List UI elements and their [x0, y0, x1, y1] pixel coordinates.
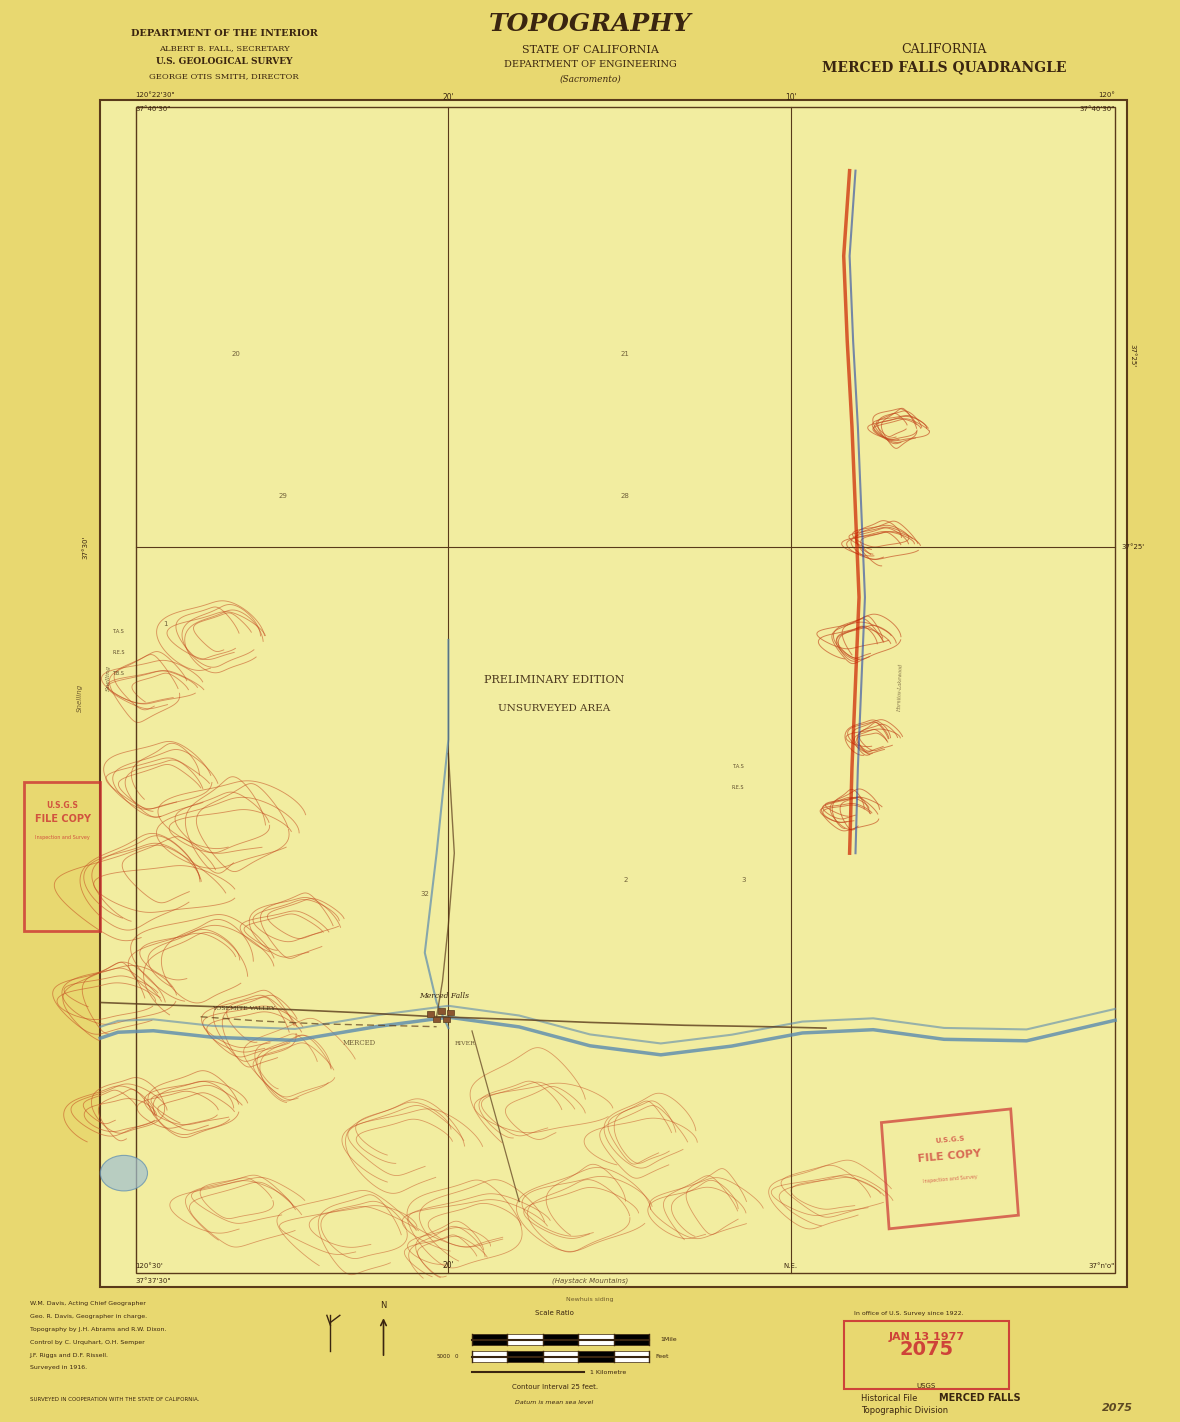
Bar — [543, 1351, 578, 1362]
Text: 5000: 5000 — [437, 1354, 451, 1359]
Text: SURVEYED IN COOPERATION WITH THE STATE OF CALIFORNIA.: SURVEYED IN COOPERATION WITH THE STATE O… — [30, 1396, 199, 1402]
Text: Geo. R. Davis, Geographer in charge.: Geo. R. Davis, Geographer in charge. — [30, 1314, 146, 1320]
Text: Inspection and Survey: Inspection and Survey — [923, 1175, 977, 1185]
Text: UNSURVEYED AREA: UNSURVEYED AREA — [498, 704, 611, 712]
Text: 3: 3 — [741, 876, 746, 883]
Text: Merced Falls: Merced Falls — [419, 993, 468, 1000]
Text: Surveyed in 1916.: Surveyed in 1916. — [30, 1365, 86, 1371]
Text: Control by C. Urquhart, O.H. Semper: Control by C. Urquhart, O.H. Semper — [30, 1340, 144, 1345]
Bar — [100, 100, 1127, 1287]
Text: 37°37'30": 37°37'30" — [136, 1277, 171, 1284]
Text: 28: 28 — [621, 492, 630, 499]
Text: 120°30': 120°30' — [136, 1263, 164, 1270]
Text: 37°30': 37°30' — [81, 536, 88, 559]
Text: R.E.S: R.E.S — [732, 785, 745, 791]
Text: W.M. Davis, Acting Chief Geographer: W.M. Davis, Acting Chief Geographer — [30, 1301, 145, 1307]
Text: T.A.S: T.A.S — [112, 629, 124, 634]
Bar — [442, 1017, 450, 1022]
Text: MERCED: MERCED — [342, 1039, 375, 1047]
Text: YOSEMITE VALLEY: YOSEMITE VALLEY — [212, 1005, 275, 1011]
Text: N: N — [380, 1301, 387, 1310]
Bar — [438, 1008, 445, 1014]
Text: STATE OF CALIFORNIA: STATE OF CALIFORNIA — [522, 44, 658, 54]
Text: 2075: 2075 — [1102, 1402, 1133, 1412]
Text: 37°40'30": 37°40'30" — [1080, 105, 1115, 112]
Text: 20': 20' — [442, 1261, 454, 1270]
Text: Snelling: Snelling — [77, 684, 84, 712]
Text: USGS: USGS — [917, 1382, 936, 1389]
Bar — [472, 1351, 507, 1362]
Text: Topographic Division: Topographic Division — [861, 1406, 949, 1415]
Text: Inspection and Survey: Inspection and Survey — [35, 835, 90, 840]
Text: MERCED FALLS QUADRANGLE: MERCED FALLS QUADRANGLE — [821, 60, 1067, 74]
Text: 120°22'30": 120°22'30" — [136, 91, 176, 98]
Text: Scale Ratio: Scale Ratio — [536, 1310, 573, 1317]
Text: 2: 2 — [623, 876, 628, 883]
Ellipse shape — [100, 1155, 148, 1192]
Text: Snelling: Snelling — [106, 664, 111, 691]
Text: JAN 13 1977: JAN 13 1977 — [889, 1331, 964, 1341]
Text: In office of U.S. Survey since 1922.: In office of U.S. Survey since 1922. — [854, 1311, 963, 1317]
Text: 1: 1 — [163, 620, 168, 627]
Text: T.B.S: T.B.S — [112, 671, 124, 677]
Text: ALBERT B. FALL, SECRETARY: ALBERT B. FALL, SECRETARY — [159, 44, 289, 51]
Text: Datum is mean sea level: Datum is mean sea level — [516, 1399, 594, 1405]
Bar — [136, 107, 1115, 1273]
Text: TOPOGRAPHY: TOPOGRAPHY — [489, 13, 691, 37]
Bar — [427, 1011, 434, 1017]
Bar — [543, 1334, 578, 1345]
Text: FILE COPY: FILE COPY — [918, 1149, 982, 1163]
Text: PRELIMINARY EDITION: PRELIMINARY EDITION — [485, 674, 624, 684]
Text: 21: 21 — [621, 350, 630, 357]
Text: 10': 10' — [785, 92, 796, 101]
Text: DEPARTMENT OF ENGINEERING: DEPARTMENT OF ENGINEERING — [504, 60, 676, 68]
Bar — [578, 1334, 614, 1345]
Bar — [578, 1351, 614, 1362]
Text: N.E.: N.E. — [784, 1263, 798, 1270]
Text: T.A.S: T.A.S — [732, 764, 743, 769]
Text: Newhuis siding: Newhuis siding — [566, 1297, 614, 1303]
Text: 20: 20 — [231, 350, 241, 357]
Text: 37°40'30": 37°40'30" — [136, 105, 171, 112]
Bar — [614, 1334, 649, 1345]
Text: 1Mile: 1Mile — [661, 1337, 677, 1342]
Bar — [507, 1351, 543, 1362]
Text: Topography by J.H. Abrams and R.W. Dixon.: Topography by J.H. Abrams and R.W. Dixon… — [30, 1327, 166, 1332]
Text: (Sacromento): (Sacromento) — [559, 74, 621, 82]
Text: GEORGE OTIS SMITH, DIRECTOR: GEORGE OTIS SMITH, DIRECTOR — [150, 73, 299, 80]
Text: R.E.S: R.E.S — [112, 650, 125, 656]
Text: 29: 29 — [278, 492, 288, 499]
Text: MERCED FALLS: MERCED FALLS — [938, 1392, 1021, 1402]
Text: RIVER: RIVER — [454, 1041, 476, 1047]
Text: 0: 0 — [454, 1354, 458, 1359]
Text: U.S. GEOLOGICAL SURVEY: U.S. GEOLOGICAL SURVEY — [156, 57, 293, 65]
Text: FILE COPY: FILE COPY — [34, 813, 91, 823]
Text: U.S.G.S: U.S.G.S — [935, 1136, 965, 1145]
Bar — [614, 1351, 649, 1362]
Text: 2075: 2075 — [899, 1340, 953, 1359]
Text: 32: 32 — [420, 890, 430, 897]
Text: 1 Kilometre: 1 Kilometre — [590, 1369, 627, 1375]
Text: CALIFORNIA: CALIFORNIA — [902, 43, 986, 55]
Text: Feet: Feet — [655, 1354, 668, 1359]
Text: Contour Interval 25 feet.: Contour Interval 25 feet. — [512, 1384, 597, 1391]
Text: J.F. Riggs and D.F. Rissell.: J.F. Riggs and D.F. Rissell. — [30, 1352, 109, 1358]
Bar — [507, 1334, 543, 1345]
Text: (Haystack Mountains): (Haystack Mountains) — [552, 1277, 628, 1284]
Text: 37°25': 37°25' — [1129, 344, 1136, 367]
Text: 120°: 120° — [1099, 91, 1115, 98]
Bar — [433, 1017, 440, 1022]
Text: 37°n'o": 37°n'o" — [1089, 1263, 1115, 1270]
Text: Historical File: Historical File — [861, 1394, 918, 1402]
Bar — [472, 1334, 507, 1345]
Bar — [447, 1010, 454, 1015]
Text: U.S.G.S: U.S.G.S — [46, 801, 79, 809]
Text: DEPARTMENT OF THE INTERIOR: DEPARTMENT OF THE INTERIOR — [131, 28, 317, 37]
Text: Hornitos-Lakewood: Hornitos-Lakewood — [897, 664, 904, 712]
Text: 37°25': 37°25' — [1121, 545, 1145, 550]
Text: 20': 20' — [442, 92, 454, 101]
